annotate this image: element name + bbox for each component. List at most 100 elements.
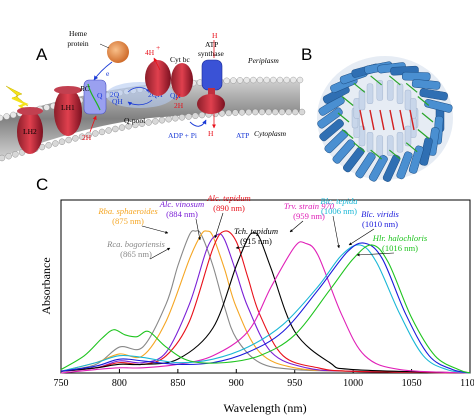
lipid-head-bottom xyxy=(158,117,166,124)
x-tick-label: 1000 xyxy=(343,378,363,389)
lipid-head-bottom xyxy=(152,118,159,125)
lh2-label: LH2 xyxy=(23,127,37,136)
lipid-head-top xyxy=(276,76,284,84)
lipid-head-top xyxy=(270,76,277,84)
lipid-head-bottom xyxy=(92,130,99,137)
x-axis-title: Wavelength (nm) xyxy=(223,401,306,415)
lipid-head-bottom xyxy=(58,138,66,145)
atp-synthase: ATP synthase H H ADP + Pi ATP xyxy=(168,31,249,140)
lipid-head-bottom xyxy=(172,115,179,122)
inner-helix xyxy=(387,135,394,156)
absorbance-chart: 750 800 850 900 950 1000 1050 1100 Rca. bogorie… xyxy=(39,193,474,415)
series-line xyxy=(60,244,471,374)
lipid-head-top xyxy=(0,114,4,122)
helix xyxy=(317,107,343,129)
carotenoid xyxy=(359,109,365,131)
lipid-head-top xyxy=(223,77,230,85)
inner-helix xyxy=(409,98,417,119)
proton-h-bottom: H xyxy=(208,129,214,138)
lipid-head-bottom xyxy=(12,151,19,158)
helix xyxy=(411,79,441,90)
lh1-complex: LH1 xyxy=(54,86,82,136)
lipid-head-bottom xyxy=(112,125,119,133)
series-line xyxy=(60,241,471,374)
lipid-head-bottom xyxy=(125,123,132,130)
pigment xyxy=(353,142,366,153)
atp-label: ATP xyxy=(236,131,249,140)
series-line xyxy=(60,233,471,374)
carotenoid xyxy=(379,109,385,131)
lipid-head-bottom xyxy=(232,109,239,116)
inner-helix xyxy=(366,132,374,153)
lipid-head-bottom xyxy=(218,110,226,117)
lh2-complex: LH2 xyxy=(17,107,43,154)
pigment xyxy=(421,112,434,123)
peak-arrow xyxy=(332,215,340,249)
lipid-head-bottom xyxy=(178,114,186,121)
lipid-head-bottom xyxy=(252,108,259,116)
lipid-head-top xyxy=(283,76,290,84)
pigment xyxy=(337,112,350,123)
helix xyxy=(396,151,413,180)
q-2q-top: 2Q xyxy=(110,90,120,99)
proton-4h-plus: + xyxy=(156,43,160,52)
lh1-label: LH1 xyxy=(61,103,75,112)
pigment xyxy=(370,149,383,160)
atp-synthase-label-1: ATP xyxy=(205,40,218,49)
panel-b-letter: B xyxy=(301,45,312,64)
pigment xyxy=(417,129,430,139)
cytoplasm-label: Cytoplasm xyxy=(254,129,287,138)
lipid-head-bottom xyxy=(265,108,272,116)
lipid-head-bottom xyxy=(245,108,252,116)
helix xyxy=(343,147,365,173)
cytbc-label: Cyt bc xyxy=(170,55,190,64)
lipid-head-bottom xyxy=(78,133,86,140)
qa-label: Q xyxy=(97,91,103,100)
peak-arrow xyxy=(149,247,171,260)
lipid-head-bottom xyxy=(65,136,72,144)
lipid-head-bottom xyxy=(52,140,59,147)
rc-label: RC xyxy=(79,84,91,93)
proton-h-top: H xyxy=(212,31,218,40)
series-line xyxy=(60,242,471,374)
lipid-head-bottom xyxy=(238,109,246,116)
x-tick-label: 750 xyxy=(54,378,69,389)
periplasm-label: Periplasm xyxy=(247,56,279,65)
pigment xyxy=(388,75,401,86)
x-tick-label: 950 xyxy=(287,378,302,389)
heme-label-line2: protein xyxy=(67,39,88,48)
series-line xyxy=(60,230,471,374)
lipid-head-bottom xyxy=(298,108,306,116)
y-axis-title: Absorbance xyxy=(39,257,53,314)
helix xyxy=(368,154,388,182)
inner-helix xyxy=(387,80,394,101)
lipid-head-bottom xyxy=(198,111,206,119)
rc-complex: RC Q xyxy=(79,79,107,115)
pigment xyxy=(341,96,354,106)
lipid-head-top xyxy=(10,111,17,119)
pigment xyxy=(405,82,418,93)
pigment xyxy=(341,129,354,139)
panel-a-letter: A xyxy=(36,45,48,64)
helix xyxy=(332,139,356,164)
lipid-head-bottom xyxy=(292,108,299,116)
cyt-bc-complex: Cyt bc 4H + 2H xyxy=(145,43,193,110)
inner-helix xyxy=(396,132,404,153)
protein-structure-render xyxy=(317,56,453,182)
q-qh2-left: QH xyxy=(112,97,123,106)
proton-2h-bottom: 2H xyxy=(82,133,92,142)
lipid-head-bottom xyxy=(132,121,139,129)
series-line xyxy=(60,230,471,374)
lipid-head-top xyxy=(243,76,250,84)
atp-synthase-label-2: synthase xyxy=(198,49,225,58)
proton-2h-cyt: 2H xyxy=(174,101,184,110)
x-tick-label: 1050 xyxy=(402,378,422,389)
lipid-head-bottom xyxy=(165,116,172,123)
series-peak-label: (1010 nm) xyxy=(362,219,398,229)
series-name-label: Rba. sphaeroides xyxy=(97,206,158,216)
lipid-head-top xyxy=(43,104,50,111)
helix xyxy=(324,129,349,154)
series-peak-label: (1016 nm) xyxy=(382,243,418,253)
plot-frame xyxy=(60,199,471,374)
